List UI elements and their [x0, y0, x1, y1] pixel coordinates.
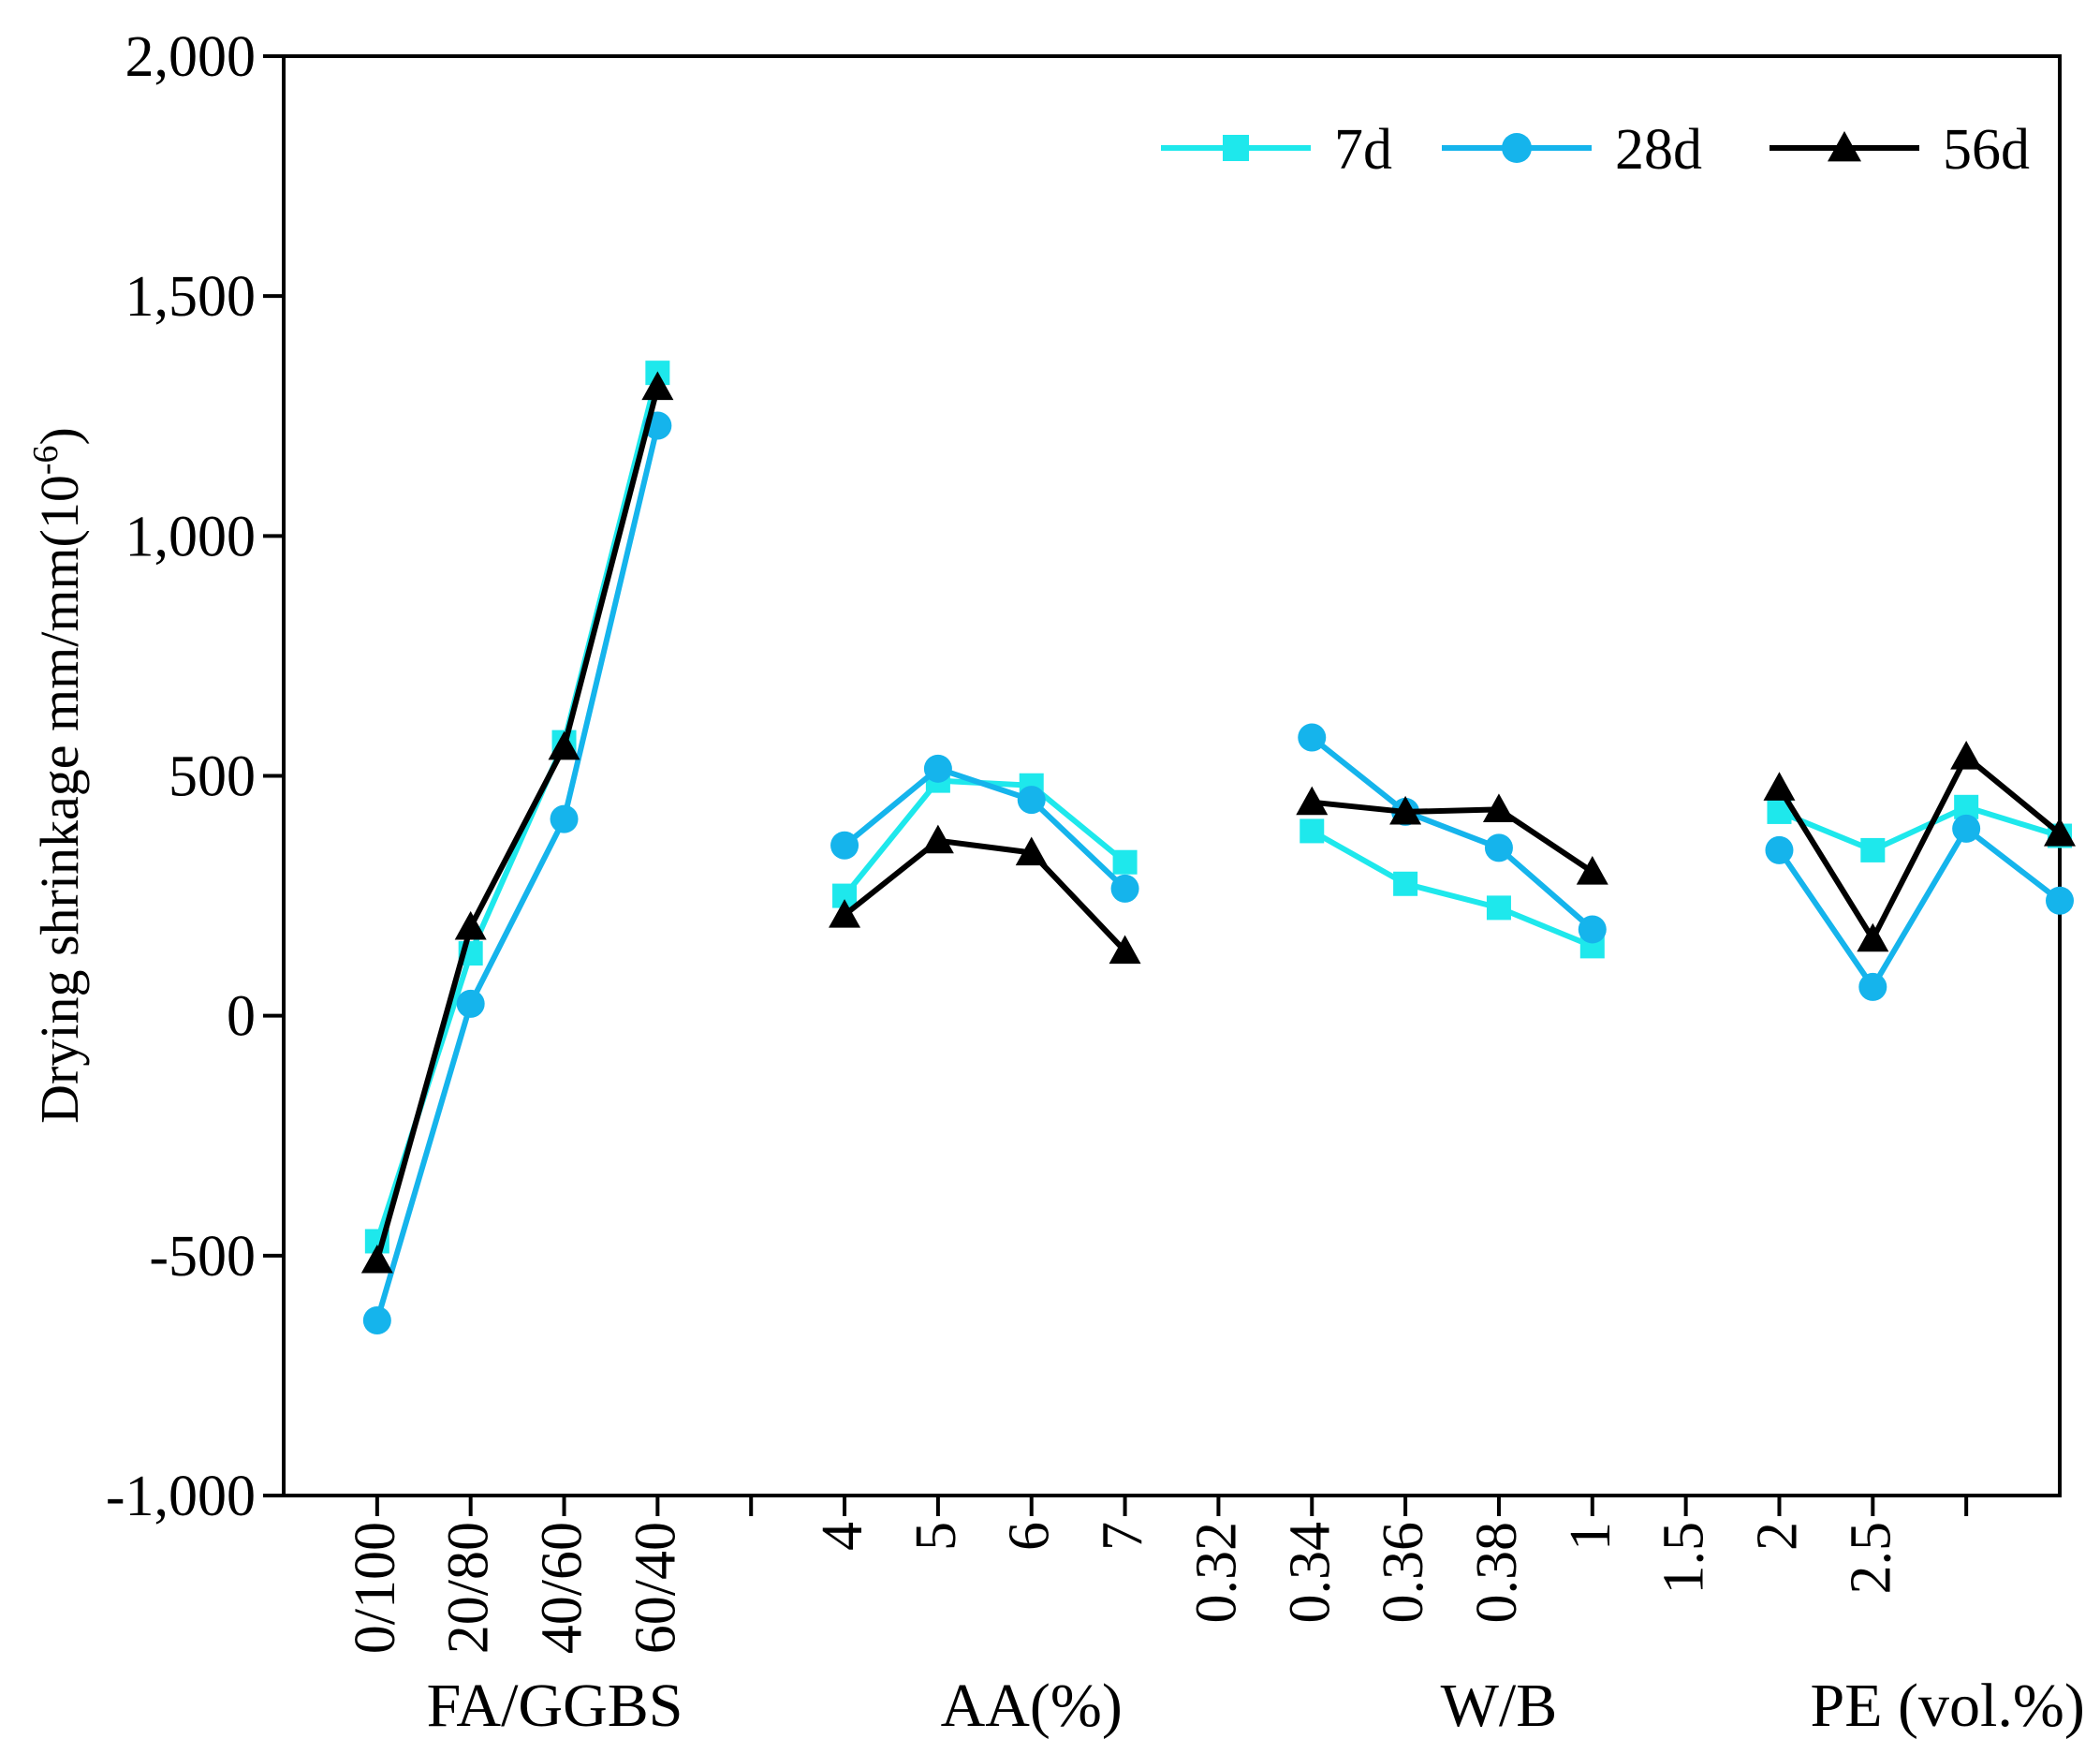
triangle-marker [454, 910, 487, 940]
x-group-label: AA(%) [941, 1672, 1123, 1739]
circle-marker [456, 989, 485, 1018]
legend: 7d 28d 56d [1161, 118, 2030, 182]
square-marker [1300, 818, 1325, 844]
x-tick-label: 1 [1559, 1522, 1623, 1551]
series-line [374, 424, 661, 1321]
x-tick-label: 7 [1092, 1522, 1155, 1551]
circle-marker [1858, 972, 1887, 1001]
x-tick-label: 60/40 [624, 1522, 687, 1654]
series-layer [360, 361, 2076, 1334]
x-group-label: PE (vol.%) [1811, 1672, 2085, 1739]
x-group-label: W/B [1441, 1672, 1558, 1739]
y-tick-label: 0 [227, 985, 256, 1049]
circle-marker [923, 754, 952, 783]
triangle-marker [548, 730, 580, 760]
triangle-marker [829, 899, 861, 928]
y-tick-label: 2,000 [125, 25, 257, 89]
legend-label: 56d [1943, 118, 2030, 182]
circle-marker [1110, 874, 1139, 903]
y-axis: -1,000 -500 0 500 1,000 1,500 2,000 [106, 25, 284, 1528]
triangle-marker [1576, 855, 1608, 885]
y-axis-title-superscript: -6 [26, 445, 66, 475]
square-marker [1486, 895, 1511, 921]
y-axis-title-text: Drying shrinkage mm/mm(10 [29, 475, 90, 1124]
circle-marker [1298, 723, 1327, 752]
series-28d [362, 411, 2074, 1334]
triangle-marker [1828, 131, 1861, 162]
series-line [1776, 754, 2062, 942]
x-tick-label: 0.38 [1465, 1522, 1529, 1624]
series-line [1778, 803, 2061, 853]
series-line [1311, 799, 1594, 875]
y-tick-label: 1,000 [125, 505, 257, 568]
circle-marker [2046, 886, 2074, 915]
triangle-marker [1857, 922, 1889, 952]
x-tick-label: 4 [811, 1522, 874, 1551]
series-line [843, 837, 1127, 953]
circle-marker [830, 831, 859, 860]
square-marker [1223, 135, 1249, 161]
circle-marker [1484, 833, 1513, 862]
circle-marker [1765, 835, 1794, 864]
series-56d [360, 371, 2076, 1274]
x-group-labels: FA/GGBS AA(%) W/B PE (vol.%) [427, 1672, 2085, 1739]
y-tick-label: 1,500 [125, 265, 257, 329]
square-marker [1112, 849, 1138, 875]
x-tick-label: 0.34 [1278, 1522, 1342, 1624]
y-tick-label: 500 [169, 745, 256, 809]
triangle-marker [1296, 786, 1329, 816]
triangle-marker [1482, 793, 1515, 822]
x-tick-label: 2.5 [1839, 1522, 1902, 1595]
series-line [374, 386, 661, 1261]
x-tick-label: 0/100 [344, 1522, 407, 1654]
legend-label: 28d [1615, 118, 1702, 182]
square-marker [1860, 837, 1886, 862]
series-line [1776, 825, 2062, 990]
x-tick-label: 20/80 [437, 1522, 501, 1654]
legend-label: 7d [1334, 118, 1392, 182]
circle-marker [1502, 133, 1532, 163]
series-line [1310, 735, 1594, 932]
circle-marker [362, 1305, 391, 1334]
triangle-marker [641, 371, 674, 401]
triangle-marker [1950, 741, 1983, 770]
x-tick-label: 2 [1745, 1522, 1809, 1551]
x-tick-label: 1.5 [1652, 1522, 1716, 1595]
y-tick-label: -1,000 [106, 1465, 256, 1528]
x-tick-label: 6 [998, 1522, 1062, 1551]
circle-marker [1017, 786, 1046, 815]
y-tick-label: -500 [149, 1225, 256, 1289]
triangle-marker [1015, 836, 1048, 866]
triangle-marker [921, 824, 954, 854]
x-axis: 0/100 20/80 40/60 60/40 4 5 6 7 0.32 0.34 0.36 0.38… [344, 1496, 1969, 1654]
circle-marker [550, 804, 579, 833]
x-group-label: FA/GGBS [427, 1672, 683, 1739]
triangle-marker [1763, 772, 1796, 801]
x-tick-label: 0.36 [1372, 1522, 1435, 1624]
triangle-marker [360, 1244, 393, 1274]
y-axis-title: Drying shrinkage mm/mm(10-6) [26, 427, 90, 1124]
triangle-marker [1389, 795, 1422, 825]
series-7d [364, 361, 2072, 1254]
circle-marker [1578, 915, 1607, 944]
series-line [843, 765, 1127, 892]
series-line [1310, 828, 1593, 950]
square-marker [1393, 871, 1418, 896]
x-tick-label: 5 [904, 1522, 968, 1551]
circle-marker [1952, 814, 1981, 843]
x-tick-label: 0.32 [1184, 1522, 1248, 1624]
triangle-marker [2044, 817, 2076, 847]
triangle-marker [1109, 935, 1141, 965]
x-tick-label: 40/60 [531, 1522, 595, 1654]
y-axis-title-close: ) [29, 427, 90, 445]
